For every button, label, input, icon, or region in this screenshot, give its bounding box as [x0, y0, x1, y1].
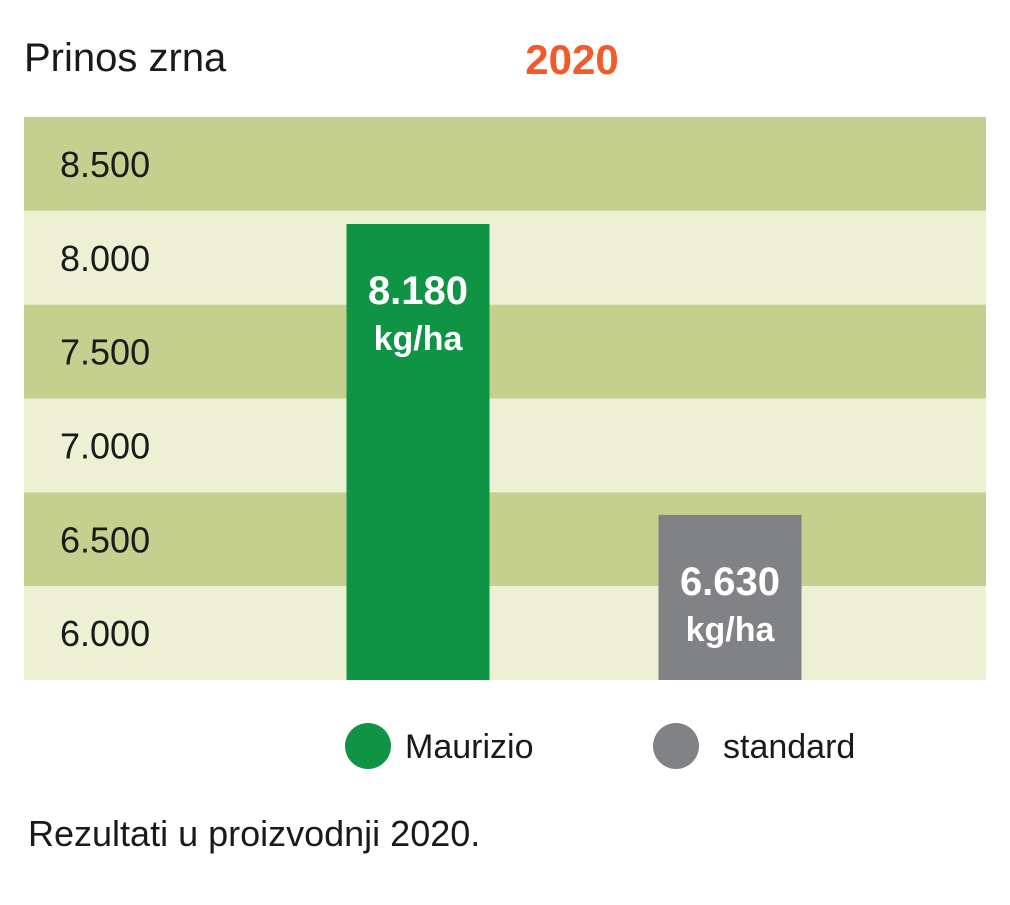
y-tick-label: 8.000: [60, 238, 150, 279]
grid-band: [24, 586, 986, 680]
bars: 8.180 kg/ha 6.630 kg/ha: [346, 223, 802, 680]
y-axis-title: Prinos zrna: [24, 36, 227, 80]
y-axis-ticks: 8.500 8.000 7.500 7.000 6.500 6.000: [60, 144, 150, 654]
y-tick-label: 6.500: [60, 519, 150, 560]
legend-marker: [653, 723, 699, 769]
y-tick-label: 8.500: [60, 144, 150, 185]
legend: Maurizio standard: [345, 723, 855, 769]
bar-unit-label: kg/ha: [686, 611, 776, 649]
y-tick-label: 7.000: [60, 425, 150, 466]
grid-band: [24, 117, 986, 211]
grid-band: [24, 304, 986, 399]
bar-maurizio: [346, 223, 490, 680]
legend-marker: [345, 723, 391, 769]
grid-band: [24, 492, 986, 587]
chart-title: 2020: [525, 36, 618, 83]
y-tick-label: 6.000: [60, 613, 150, 654]
grid-band: [24, 398, 986, 493]
bar-value-label: 6.630: [680, 560, 780, 604]
grid-bands: [24, 117, 986, 680]
grid-band: [24, 210, 986, 305]
bar-unit-label: kg/ha: [374, 320, 464, 358]
bar-value-label: 8.180: [368, 269, 468, 313]
chart-caption: Rezultati u proizvodnji 2020.: [28, 813, 480, 854]
bar-standard: [658, 514, 802, 680]
legend-label: standard: [723, 728, 855, 766]
legend-label: Maurizio: [405, 728, 533, 766]
y-tick-label: 7.500: [60, 332, 150, 373]
